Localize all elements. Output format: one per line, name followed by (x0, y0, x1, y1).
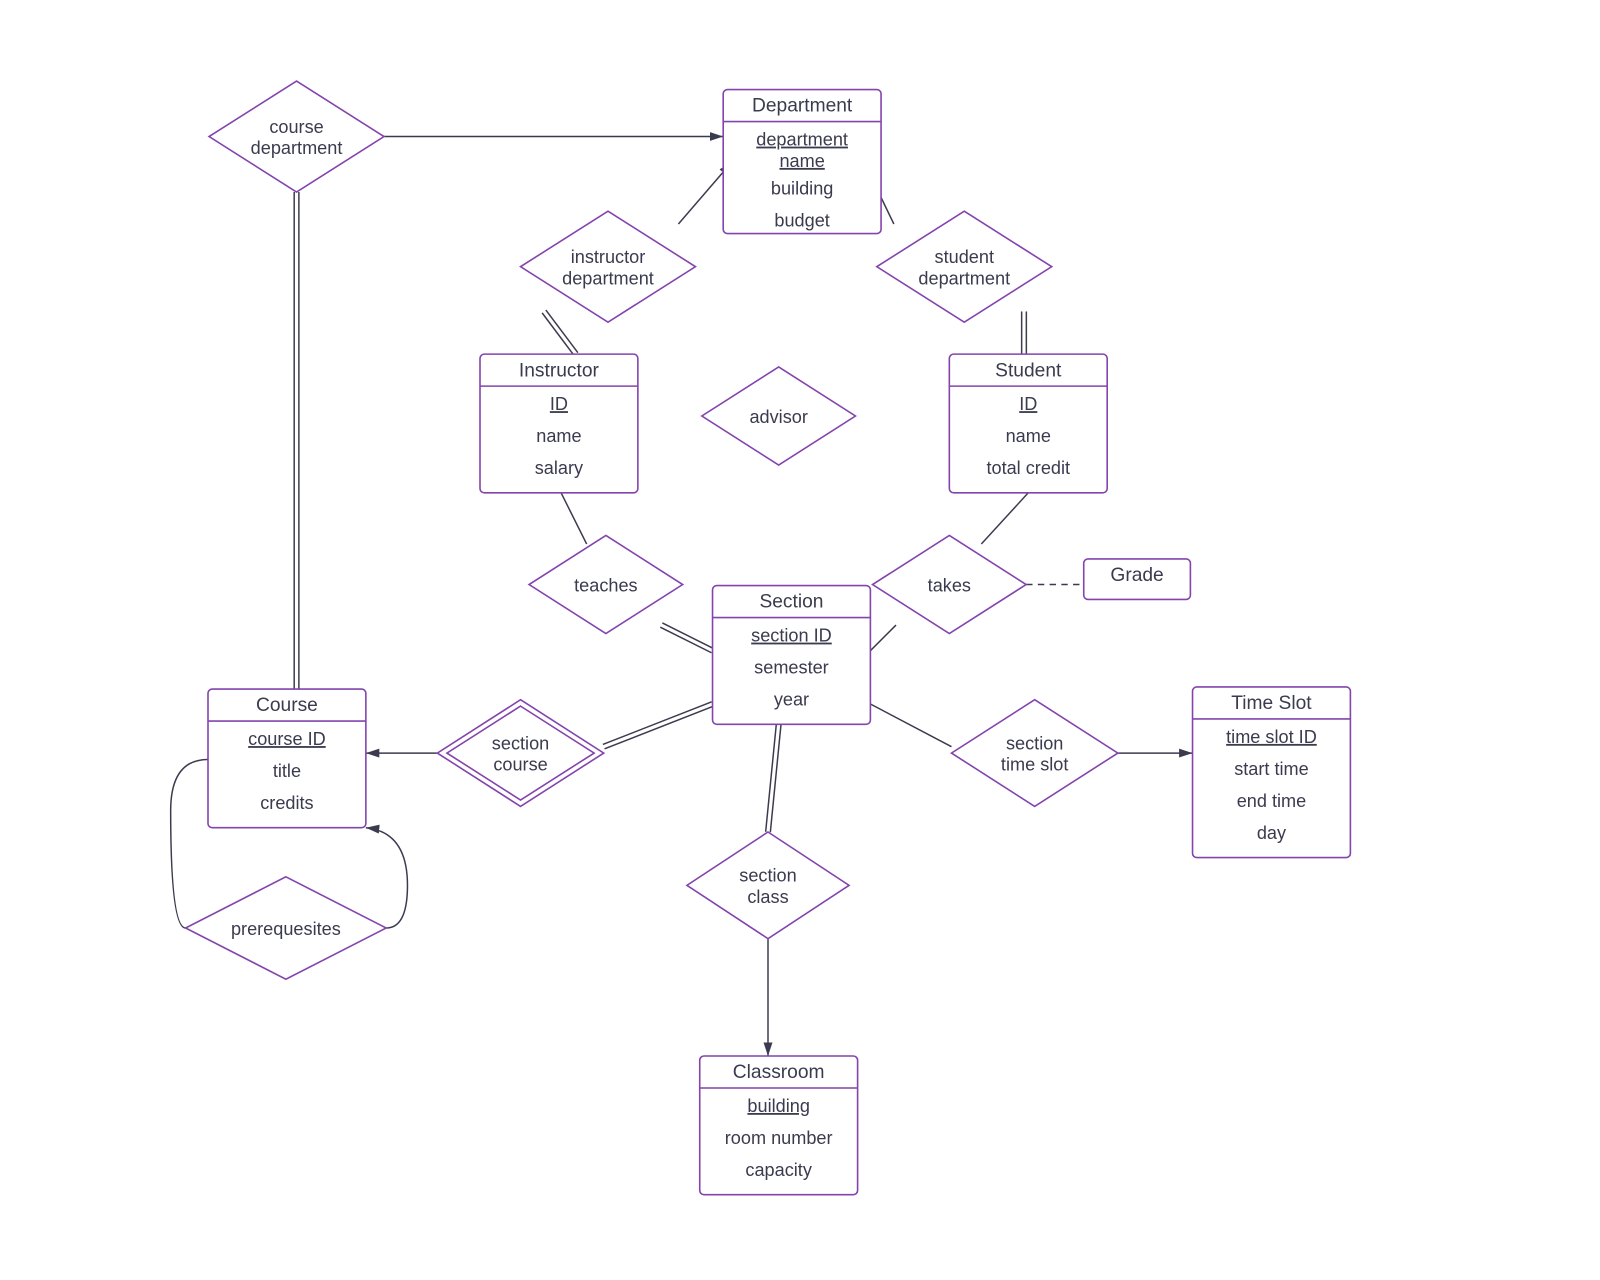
relation-label: instructor (571, 247, 646, 267)
relation-label: class (747, 887, 788, 907)
relation-label: course (269, 117, 323, 137)
relation-label: teaches (574, 575, 637, 595)
relation-label: department (562, 268, 654, 288)
relation-label: time slot (1001, 755, 1068, 775)
relation-label: course (493, 755, 547, 775)
entity-attr: capacity (745, 1160, 812, 1180)
entity-attr: room number (725, 1128, 833, 1148)
relation-prerequisites: prerequesites (186, 877, 387, 979)
entity-timeslot: Time Slot time slot ID start time end time d… (1193, 687, 1351, 858)
entity-attr: year (774, 690, 809, 710)
entity-department: Department departmentname building budget (723, 90, 881, 234)
entity-attr: total credit (986, 458, 1070, 478)
er-diagram: coursedepartmentinstructordepartmentstud… (0, 0, 1600, 1280)
relation-label: section (492, 733, 549, 753)
relation-label: takes (928, 575, 971, 595)
relation-student_department: studentdepartment (877, 211, 1052, 322)
relation-course_department: coursedepartment (209, 81, 384, 192)
entity-title: Classroom (733, 1062, 825, 1083)
entity-attr: course ID (248, 729, 326, 749)
relation-instructor_department: instructordepartment (521, 211, 696, 322)
entity-attr: department (756, 130, 848, 150)
entity-attr: salary (535, 458, 584, 478)
entity-attr: name (536, 426, 581, 446)
entity-title: Course (256, 695, 318, 716)
relation-advisor: advisor (702, 367, 856, 465)
entity-section: Section section ID semester year (713, 586, 871, 725)
relation-label: student (935, 247, 994, 267)
relation-label: department (251, 138, 343, 158)
relation-label: department (918, 268, 1010, 288)
entity-attr: title (273, 761, 301, 781)
entity-student: Student ID name total credit (949, 354, 1107, 493)
entity-attr: section ID (751, 626, 832, 646)
entity-attr: semester (754, 658, 829, 678)
entity-title: Department (752, 96, 853, 117)
entity-title: Section (759, 592, 823, 613)
entity-attr: day (1257, 823, 1287, 843)
relation-takes: takes (873, 535, 1027, 633)
relation-teaches: teaches (529, 535, 683, 633)
relation-section_class: sectionclass (687, 832, 849, 939)
entity-course: Course course ID title credits (208, 689, 366, 828)
entity-attr: name (779, 151, 824, 171)
entity-attr: ID (550, 394, 568, 414)
relation-label: section (1006, 733, 1063, 753)
relation-label: section (739, 866, 796, 886)
entity-classroom: Classroom building room number capacity (700, 1056, 858, 1195)
relation-label: advisor (749, 407, 807, 427)
entity-attr: start time (1234, 759, 1309, 779)
entity-attr: time slot ID (1226, 727, 1317, 747)
entity-title: Grade (1110, 565, 1163, 586)
entity-attr: building (747, 1096, 809, 1116)
entity-title: Instructor (519, 360, 600, 381)
entity-title: Time Slot (1231, 693, 1312, 714)
entity-attr: credits (260, 793, 313, 813)
relation-section_timeslot: sectiontime slot (951, 700, 1117, 807)
entity-attr: end time (1237, 791, 1307, 811)
entity-attr: ID (1019, 394, 1037, 414)
entity-attr: name (1006, 426, 1051, 446)
entity-attr: building (771, 179, 833, 199)
entity-grade: Grade (1084, 559, 1191, 600)
relation-label: prerequesites (231, 919, 341, 939)
entity-instructor: Instructor ID name salary (480, 354, 638, 493)
entity-attr: budget (774, 211, 829, 231)
relation-section_course: sectioncourse (437, 700, 603, 807)
entity-title: Student (995, 360, 1062, 381)
